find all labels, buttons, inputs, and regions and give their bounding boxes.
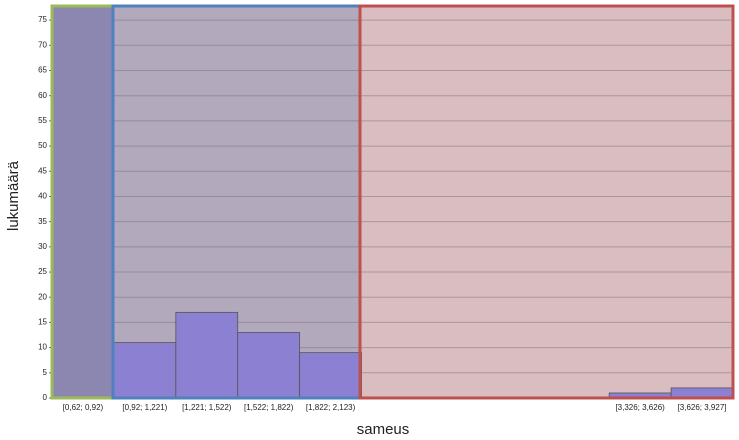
- bar: [175, 311, 239, 399]
- y-tick-label: 50: [38, 141, 47, 150]
- y-tick-label: 40: [38, 192, 47, 201]
- y-tick-label: 0: [43, 393, 48, 402]
- x-tick-label: [3,626; 3,927]: [678, 403, 727, 412]
- region-green: [50, 4, 115, 400]
- x-tick-label: [1,822; 2,123): [306, 403, 356, 412]
- y-tick-label: 65: [38, 66, 47, 75]
- bar: [299, 352, 362, 399]
- x-axis-label: sameus: [357, 421, 410, 438]
- y-tick-label: 35: [38, 217, 47, 226]
- y-tick-label: 15: [38, 318, 47, 327]
- bar: [237, 332, 301, 399]
- y-tick-label: 75: [38, 15, 47, 24]
- y-tick-label: 5: [43, 368, 48, 377]
- labels: sameus lukumäärä 0 5 10 15 20 25 30 35 40 45 50 55 6…: [5, 15, 727, 438]
- y-axis-label: lukumäärä: [5, 160, 22, 231]
- region-red: [358, 4, 735, 400]
- x-tick-label: [1,221; 1,522): [182, 403, 232, 412]
- y-tick-label: 25: [38, 267, 47, 276]
- bar: [670, 387, 734, 399]
- x-tick-label: [0,62; 0,92): [63, 403, 104, 412]
- y-tick-label: 10: [38, 343, 47, 352]
- y-tick-label: 30: [38, 242, 47, 251]
- regions: [113, 6, 733, 398]
- y-tick-label: 70: [38, 40, 47, 49]
- region-borders: [50, 4, 735, 400]
- bar: [113, 342, 177, 399]
- region-red-fill: [360, 6, 733, 398]
- x-tick-label: [1,522; 1,822): [244, 403, 294, 412]
- y-tick-label: 20: [38, 292, 47, 301]
- x-tick-label: [0,92; 1,221): [122, 403, 167, 412]
- y-tick-label: 55: [38, 116, 47, 125]
- y-tick-label: 60: [38, 91, 47, 100]
- y-tick-label: 45: [38, 166, 47, 175]
- x-tick-label: [3,326; 3,626): [615, 403, 665, 412]
